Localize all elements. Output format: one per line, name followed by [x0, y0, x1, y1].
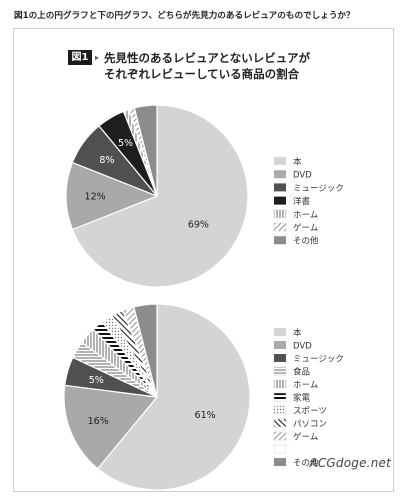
legend-label-6: 家電	[293, 393, 311, 404]
badge-arrow-icon: ▸	[95, 53, 100, 62]
legend-swatch-3	[274, 183, 286, 192]
slice-label-2: 16%	[88, 416, 109, 427]
legend-label-3: ミュージック	[293, 184, 344, 194]
legend-swatch-7	[274, 236, 286, 245]
slice-label-3: 5%	[89, 375, 104, 386]
legend-swatch-5	[273, 379, 287, 389]
figure-badge: 図1	[68, 50, 92, 65]
legend-label-5: ホーム	[293, 210, 318, 220]
legend-swatch-11	[274, 458, 286, 466]
pie-slice-11	[133, 303, 158, 398]
legend-label-6: ゲーム	[293, 223, 318, 234]
watermark: ACGdoge.net	[309, 456, 391, 470]
slice-label-1: 69%	[188, 220, 209, 231]
legend-swatch-8	[273, 418, 287, 428]
figure-title-line2: それぞれレビューしている商品の割合	[104, 67, 300, 81]
pie-slice-2	[65, 161, 159, 231]
figure-panel	[13, 28, 394, 492]
legend-swatch-9	[273, 431, 287, 441]
legend-label-7: その他	[293, 236, 319, 247]
legend-swatch-1	[274, 328, 286, 336]
pie-slice-1	[96, 303, 251, 491]
legend-label-9: ゲーム	[293, 432, 318, 443]
legend-swatch-2	[274, 170, 286, 179]
legend-swatch-3	[274, 354, 286, 362]
legend-swatch-7	[273, 405, 287, 415]
legend-label-5: ホーム	[293, 381, 318, 391]
slice-label-4: 5%	[118, 138, 133, 149]
pie-slice-2	[63, 384, 159, 470]
pie-chart-top: 69% 12% 8% 5%	[65, 104, 249, 288]
pie-slice-1	[71, 104, 249, 288]
legend-swatch-4	[274, 196, 286, 205]
legend-label-4: 食品	[293, 367, 310, 378]
legend-swatch-4	[273, 366, 287, 376]
slice-label-1: 61%	[195, 410, 216, 421]
legend-swatch-10	[273, 444, 287, 454]
legend-swatch-6	[273, 392, 287, 402]
legend-swatch-6	[273, 222, 287, 232]
legend-label-8: パソコン	[293, 420, 327, 430]
legend-label-11: その他	[293, 458, 319, 469]
legend-label-2: DVD	[293, 342, 312, 352]
legend-label-7: スポーツ	[293, 407, 327, 417]
legend-swatch-1	[274, 157, 286, 165]
pie-slice-7	[133, 104, 158, 197]
figure-title-line1: 先見性のあるレビュアとないレビュアが	[104, 51, 310, 65]
legend-swatch-2	[274, 341, 286, 349]
legend-label-3: ミュージック	[293, 355, 344, 365]
legend-swatch-5	[273, 209, 287, 219]
slice-label-3: 8%	[99, 155, 114, 166]
legend-label-1: 本	[293, 157, 302, 168]
legend-label-4: 洋書	[293, 196, 311, 207]
legend-label-1: 本	[293, 328, 302, 339]
legend-label-2: DVD	[293, 171, 312, 181]
slice-label-2: 12%	[85, 192, 106, 203]
question-text: 図1の上の円グラフと下の円グラフ、どちらが先見力のあるレビュアのものでしょうか？	[14, 11, 355, 21]
pie-chart-bottom: 61% 16% 5%	[63, 303, 251, 491]
